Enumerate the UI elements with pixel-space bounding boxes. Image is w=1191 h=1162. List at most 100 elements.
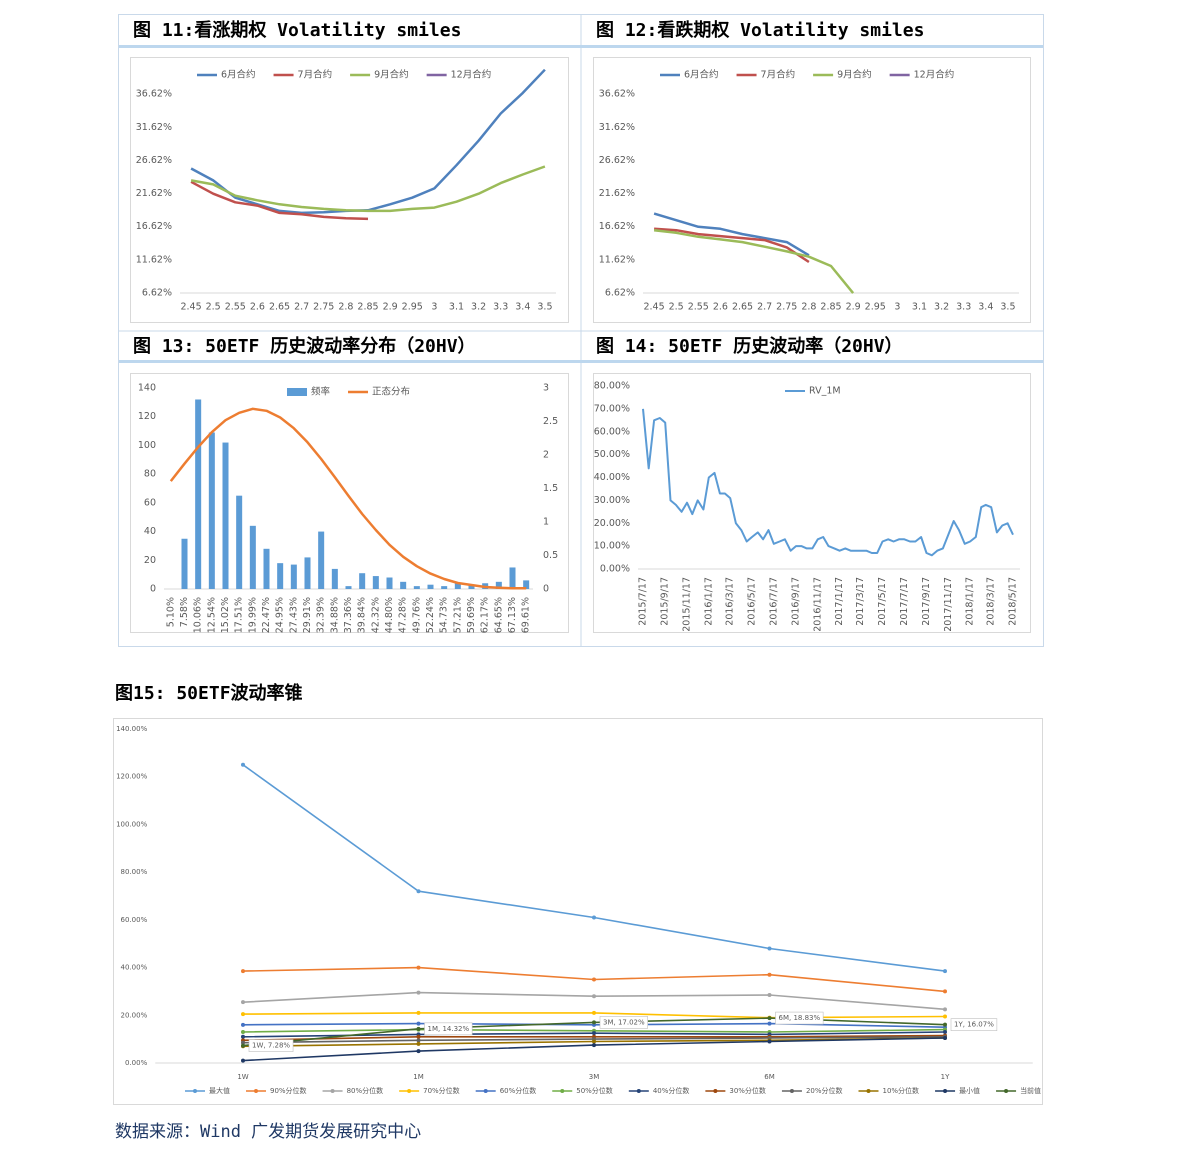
x-tick-label: 3.3 <box>493 302 508 313</box>
series-line <box>654 227 810 264</box>
point <box>241 1034 245 1039</box>
legend-label: 50%分位数 <box>576 1086 613 1095</box>
y-tick-label: 0.00% <box>600 564 630 575</box>
y-tick-label: 0.00% <box>125 1059 148 1067</box>
x-tick-label: 2.5 <box>669 302 684 313</box>
point <box>241 1029 245 1034</box>
x-tick-label: 3.5 <box>1000 302 1015 313</box>
y2-tick-label: 1.5 <box>543 483 558 494</box>
y-tick-label: 80 <box>144 469 156 480</box>
x-tick-label: 2017/3/17 <box>855 577 866 626</box>
y-tick-label: 36.62% <box>136 89 172 100</box>
point <box>767 1039 772 1044</box>
bar <box>222 442 229 589</box>
y-tick-label: 40.00% <box>121 964 148 972</box>
y-tick-label: 40 <box>144 526 156 537</box>
x-tick-label: 37.36% <box>343 597 354 633</box>
x-tick-label: 22.47% <box>261 597 272 633</box>
bar <box>236 495 243 589</box>
x-tick-label: 44.80% <box>384 597 395 633</box>
x-tick-label: 69.61% <box>521 597 532 633</box>
point <box>592 915 596 920</box>
point <box>943 989 947 994</box>
x-tick-label: 1W <box>237 1073 248 1081</box>
point <box>592 1039 596 1044</box>
point <box>592 977 596 982</box>
chart-frame <box>130 373 569 633</box>
series-line <box>642 408 1014 557</box>
point <box>767 946 772 951</box>
x-tick-label: 2017/9/17 <box>921 577 932 626</box>
bar <box>441 586 448 589</box>
x-tick-label: 19.99% <box>247 597 258 633</box>
y-tick-label: 30.00% <box>594 495 630 506</box>
legend-marker <box>407 1089 412 1093</box>
point <box>592 1010 596 1015</box>
bar <box>208 432 215 589</box>
x-tick-label: 57.21% <box>452 597 463 633</box>
chart-title: 图 12:看跌期权 Volatility smiles <box>596 19 924 41</box>
legend-marker <box>483 1089 488 1093</box>
x-tick-label: 2.45 <box>643 302 664 313</box>
point <box>416 1038 421 1043</box>
point <box>592 994 596 999</box>
y-tick-label: 31.62% <box>599 122 635 133</box>
x-tick-label: 17.51% <box>234 597 245 633</box>
legend-label: RV_1M <box>809 386 841 397</box>
bar <box>495 581 502 589</box>
chart-title: 图 14: 50ETF 历史波动率（20HV） <box>596 335 903 357</box>
x-tick-label: 24.95% <box>275 597 286 633</box>
x-tick-label: 2.95 <box>402 302 423 313</box>
y-tick-label: 26.62% <box>136 155 172 166</box>
y-tick-label: 21.62% <box>599 188 635 199</box>
series-line <box>169 407 527 590</box>
x-tick-label: 52.24% <box>425 597 436 633</box>
x-tick-label: 2.65 <box>269 302 290 313</box>
x-tick-label: 34.88% <box>329 597 340 633</box>
y-tick-label: 26.62% <box>599 155 635 166</box>
y-tick-label: 120 <box>138 411 156 422</box>
data-label-box <box>424 1022 473 1036</box>
x-tick-label: 10.06% <box>193 597 204 633</box>
point <box>767 993 772 998</box>
x-tick-label: 2016/3/17 <box>725 577 736 626</box>
y-tick-label: 20 <box>144 555 156 566</box>
bar <box>427 584 434 589</box>
y-tick-label: 6.62% <box>142 288 172 299</box>
legend-label: 6月合约 <box>684 69 719 81</box>
x-tick-label: 62.17% <box>480 597 491 633</box>
point <box>416 1049 421 1054</box>
data-label-box <box>950 1018 998 1031</box>
y-tick-label: 20.00% <box>121 1011 148 1019</box>
x-tick-label: 2017/1/17 <box>834 577 845 626</box>
series-line <box>242 764 946 972</box>
y-tick-label: 70.00% <box>594 403 630 414</box>
x-tick-label: 2.85 <box>820 302 841 313</box>
x-tick-label: 3M <box>589 1073 600 1081</box>
bar <box>509 567 516 589</box>
legend-marker <box>866 1089 871 1093</box>
data-label: 1W, 7.28% <box>252 1042 290 1050</box>
chart-frame <box>113 718 1043 1105</box>
bar <box>318 531 325 589</box>
y2-tick-label: 0 <box>543 584 549 595</box>
y-tick-label: 60.00% <box>121 916 148 924</box>
y-tick-label: 80.00% <box>121 868 148 876</box>
bar <box>331 568 338 589</box>
chart-frame <box>593 373 1031 633</box>
y-tick-label: 10.00% <box>594 541 630 552</box>
x-tick-label: 2016/11/17 <box>812 577 823 632</box>
x-tick-label: 6M <box>764 1073 775 1081</box>
y-tick-label: 140 <box>138 383 156 394</box>
series-line <box>653 212 810 257</box>
point <box>592 1043 596 1048</box>
bar <box>413 586 420 589</box>
x-tick-label: 2.55 <box>688 302 709 313</box>
y-tick-label: 6.62% <box>605 288 635 299</box>
x-tick-label: 3 <box>431 302 437 313</box>
point <box>416 1034 421 1039</box>
legend-label: 最大值 <box>209 1086 230 1095</box>
bar <box>304 557 311 589</box>
point <box>241 1058 245 1063</box>
x-tick-label: 3 <box>894 302 900 313</box>
